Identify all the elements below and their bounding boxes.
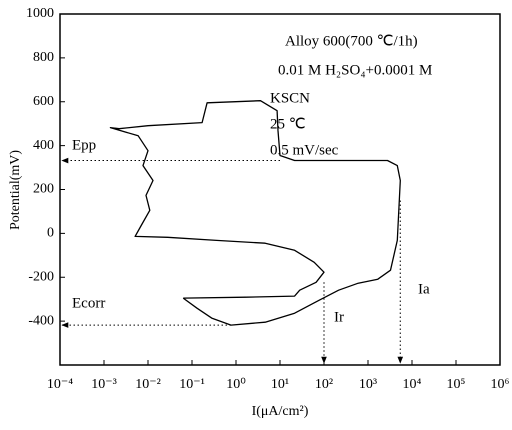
annotation: Alloy 600(700 ℃/1h) — [285, 33, 418, 49]
x-axis-label: I(μA/cm²) — [252, 404, 309, 419]
annotation: Epp — [72, 137, 96, 153]
x-tick-label: 10⁻² — [135, 377, 161, 392]
x-tick-label: 10⁵ — [447, 377, 466, 392]
x-tick-label: 10¹ — [271, 377, 289, 392]
x-tick-label: 10⁻¹ — [179, 377, 205, 392]
y-tick-label: 800 — [33, 50, 54, 65]
y-tick-label: 400 — [33, 138, 54, 153]
annotation: 25 ℃ — [270, 116, 306, 132]
x-tick-label: 10⁴ — [403, 377, 422, 392]
x-tick-label: 10³ — [359, 377, 377, 392]
annotation: 0.01 M H₂SO₄+0.0001 M — [278, 62, 432, 78]
y-tick-label: 600 — [33, 94, 54, 109]
curve — [109, 100, 401, 326]
annotation: Ir — [334, 309, 344, 325]
y-tick-label: 1000 — [26, 6, 54, 21]
x-tick-label: 10⁻⁴ — [47, 377, 73, 392]
y-tick-label: 200 — [33, 182, 54, 197]
x-tick-label: 10⁻³ — [91, 377, 117, 392]
annotation: Ia — [418, 281, 430, 297]
x-tick-label: 10² — [315, 377, 333, 392]
annotation: 0.5 mV/sec — [270, 142, 339, 158]
x-tick-label: 10⁶ — [491, 377, 510, 392]
annotation: KSCN — [270, 90, 310, 106]
y-tick-label: -400 — [28, 313, 54, 328]
x-tick-label: 10⁰ — [226, 377, 246, 392]
annotation: Ecorr — [72, 295, 105, 311]
y-axis-label: Potential(mV) — [8, 150, 23, 230]
y-tick-label: -200 — [28, 269, 54, 284]
y-tick-label: 0 — [47, 226, 54, 241]
